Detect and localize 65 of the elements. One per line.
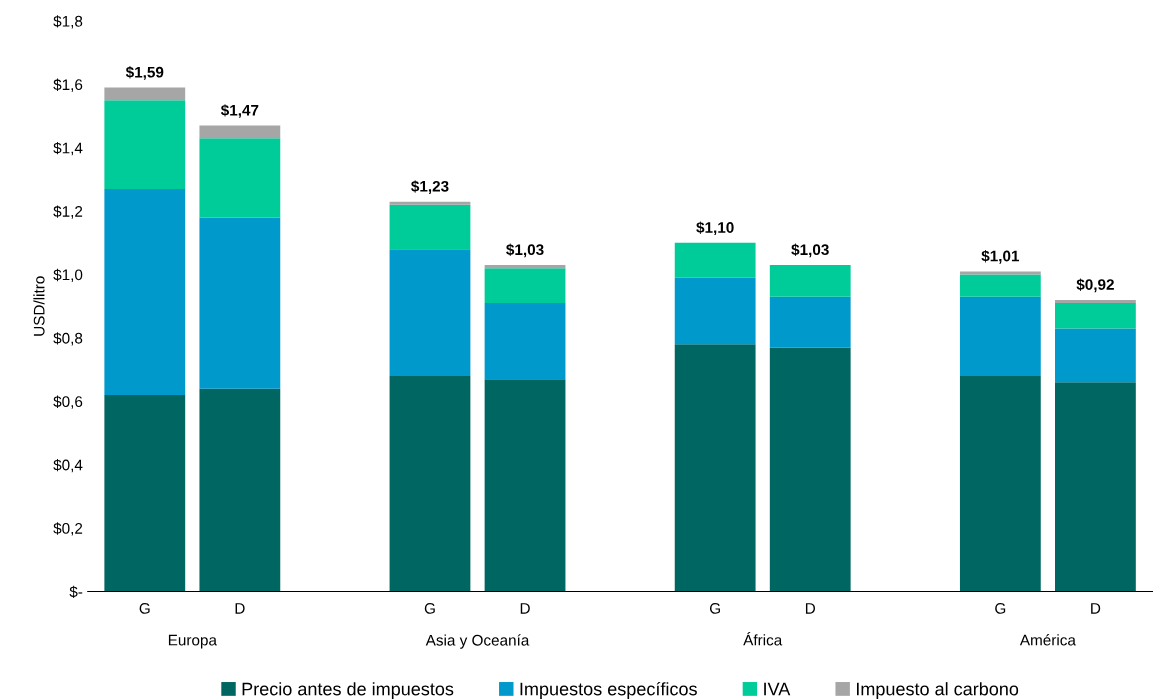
bar <box>104 100 186 189</box>
text: Asia y Oceanía <box>425 634 530 649</box>
bar <box>104 188 186 395</box>
total-label: $1,23 <box>411 180 449 194</box>
total-label: $1,01 <box>981 249 1020 264</box>
bar <box>389 201 471 205</box>
total-label: $1,59 <box>125 66 164 80</box>
bar <box>674 344 756 592</box>
y-tick-label: $1,8 <box>53 15 83 29</box>
x-tick-label: D <box>235 603 245 614</box>
y-tick-label: $0,4 <box>53 458 83 473</box>
x-tick-label: D <box>805 603 816 614</box>
y-tick-label: $1,6 <box>53 78 83 92</box>
y-tick-label: $1,0 <box>53 268 83 283</box>
bar <box>959 274 1041 297</box>
y-tick-label: $0,8 <box>53 332 83 346</box>
bar <box>959 271 1041 275</box>
bar <box>959 375 1041 592</box>
bar <box>104 394 186 592</box>
legend-label: Impuestos específicos <box>520 681 697 699</box>
bar <box>484 268 566 304</box>
x-tick-label: G <box>139 603 150 614</box>
x-tick-label: D <box>1091 603 1101 614</box>
bar <box>674 242 756 278</box>
bar <box>484 379 566 592</box>
bar <box>389 375 471 592</box>
text: Europa <box>168 634 217 649</box>
bar <box>1055 328 1136 383</box>
bar <box>1055 303 1136 329</box>
total-label: $1,03 <box>791 243 829 258</box>
text: América <box>1019 634 1076 646</box>
y-axis-title: USD/litro <box>33 276 45 336</box>
text: África <box>743 632 783 646</box>
total-label: $1,03 <box>506 243 544 258</box>
legend-label: Precio antes de impuestos <box>242 682 454 699</box>
bar <box>769 265 851 297</box>
bar <box>104 87 186 101</box>
x-tick-label: G <box>709 603 720 614</box>
y-tick-label: $1,4 <box>53 142 83 156</box>
bar <box>674 277 756 345</box>
bar <box>389 204 471 250</box>
bar <box>1055 299 1136 304</box>
x-tick-label: G <box>424 603 435 614</box>
y-tick-label: $0,2 <box>53 522 83 536</box>
bar <box>1055 382 1136 592</box>
bar <box>199 138 281 218</box>
y-tick-label: $1,2 <box>53 205 83 219</box>
legend-label: IVA <box>764 682 791 696</box>
bar <box>959 296 1041 376</box>
total-label: $1,10 <box>696 221 734 236</box>
bar <box>199 388 281 592</box>
total-label: $0,92 <box>1076 278 1114 293</box>
bar <box>484 303 566 380</box>
bar <box>769 347 851 592</box>
x-tick-label: D <box>520 603 530 614</box>
bar <box>199 217 281 389</box>
legend-label: Impuesto al carbono <box>856 682 1019 699</box>
bar <box>389 249 471 376</box>
total-label: $1,47 <box>220 104 259 118</box>
y-tick-label: $- <box>69 585 83 599</box>
bar <box>484 265 566 269</box>
y-tick-label: $0,6 <box>53 395 83 409</box>
x-tick-label: G <box>995 603 1006 614</box>
bar <box>769 296 851 348</box>
bar <box>199 125 281 139</box>
